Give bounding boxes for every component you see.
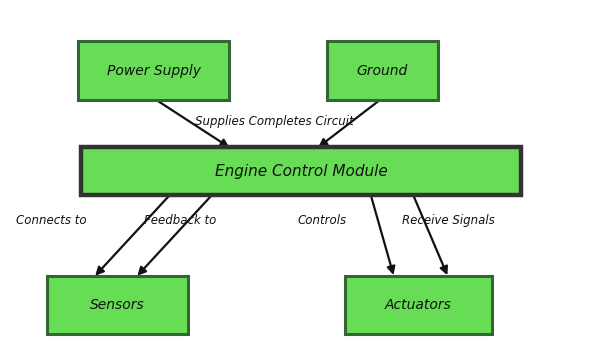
FancyBboxPatch shape [344, 276, 492, 335]
Text: Connects to: Connects to [16, 214, 87, 227]
Text: Engine Control Module: Engine Control Module [215, 164, 387, 179]
Text: Actuators: Actuators [385, 298, 452, 312]
Text: Supplies Completes Circuit: Supplies Completes Circuit [194, 115, 353, 128]
FancyBboxPatch shape [78, 41, 229, 100]
Text: Power Supply: Power Supply [107, 64, 200, 78]
FancyBboxPatch shape [47, 276, 188, 335]
Text: Sensors: Sensors [90, 298, 144, 312]
Text: Ground: Ground [356, 64, 408, 78]
Text: Receive Signals: Receive Signals [402, 214, 495, 227]
Text: Controls: Controls [297, 214, 347, 227]
FancyBboxPatch shape [326, 41, 438, 100]
FancyBboxPatch shape [81, 148, 521, 195]
Text: Feedback to: Feedback to [144, 214, 217, 227]
